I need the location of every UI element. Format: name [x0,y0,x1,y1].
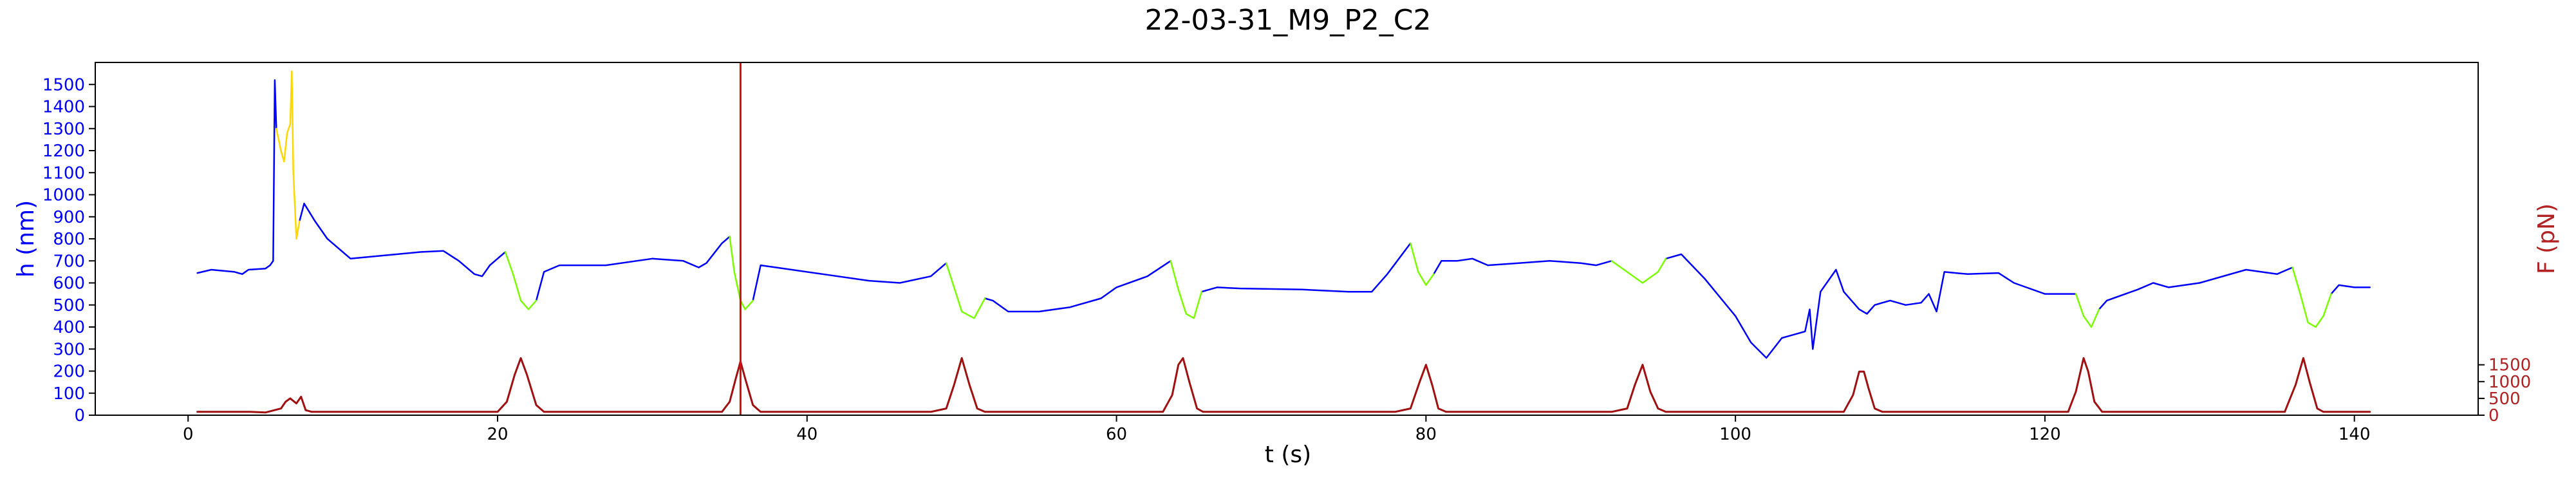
height-series-segment-7 [1665,253,2077,359]
height-series-segment-5 [1200,242,1412,293]
compression-series-segment-7 [2291,266,2332,328]
y-right-tick-label: 1500 [2488,356,2531,375]
height-series-segment-6 [1433,257,1613,276]
axes: 0 20 40 60 80 100 120 1400100200300400500600700… [42,75,2531,444]
height-series-segment-4 [984,260,1171,313]
x-tick-label: 80 [1415,425,1437,444]
height-series-segment-8 [2098,266,2293,310]
y-left-tick-label: 1200 [42,142,85,161]
anomaly-series-segment-0 [275,70,301,240]
y-right-tick-label: 0 [2488,406,2499,425]
y-left-tick-label: 100 [53,384,85,404]
y-axis-label-right: F (pN) [2534,203,2560,274]
compression-series-segment-6 [2075,293,2100,328]
y-left-tick-label: 200 [53,362,85,382]
y-axis-label-left: h (nm) [13,200,39,277]
chart-title: 22-03-31_M9_P2_C2 [1145,4,1432,37]
y-right-tick-label: 1000 [2488,373,2531,392]
x-tick-label: 120 [2029,425,2061,444]
height-series-segment-0 [196,79,277,276]
y-left-tick-label: 800 [53,230,85,249]
x-tick-label: 100 [1719,425,1751,444]
y-left-tick-label: 400 [53,318,85,337]
x-tick-label: 60 [1106,425,1127,444]
y-left-tick-label: 700 [53,252,85,271]
y-left-tick-label: 500 [53,296,85,315]
y-left-tick-label: 1500 [42,75,85,95]
force-series-segment-0 [196,357,2371,414]
compression-series-segment-0 [504,251,537,310]
plot-area [196,62,2371,415]
y-left-tick-label: 1300 [42,120,85,139]
x-axis-label: t (s) [1265,442,1311,468]
compression-series-segment-3 [1170,260,1203,319]
y-left-tick-label: 900 [53,208,85,227]
x-tick-label: 140 [2338,425,2371,444]
height-series-segment-9 [2330,284,2371,295]
compression-series-segment-4 [1410,242,1435,286]
y-left-tick-label: 1400 [42,98,85,117]
y-left-tick-label: 1000 [42,186,85,205]
height-series-segment-1 [299,202,507,277]
compression-series-segment-2 [945,262,986,319]
x-tick-label: 20 [487,425,508,444]
height-series-segment-2 [535,236,731,302]
y-left-tick-label: 1100 [42,164,85,183]
height-series-segment-3 [752,262,947,302]
compression-series-segment-5 [1610,257,1667,284]
x-tick-label: 0 [183,425,194,444]
y-left-tick-label: 600 [53,274,85,294]
y-left-tick-label: 300 [53,340,85,359]
x-tick-label: 40 [796,425,817,444]
y-right-tick-label: 500 [2488,389,2521,409]
y-left-tick-label: 0 [74,406,85,425]
